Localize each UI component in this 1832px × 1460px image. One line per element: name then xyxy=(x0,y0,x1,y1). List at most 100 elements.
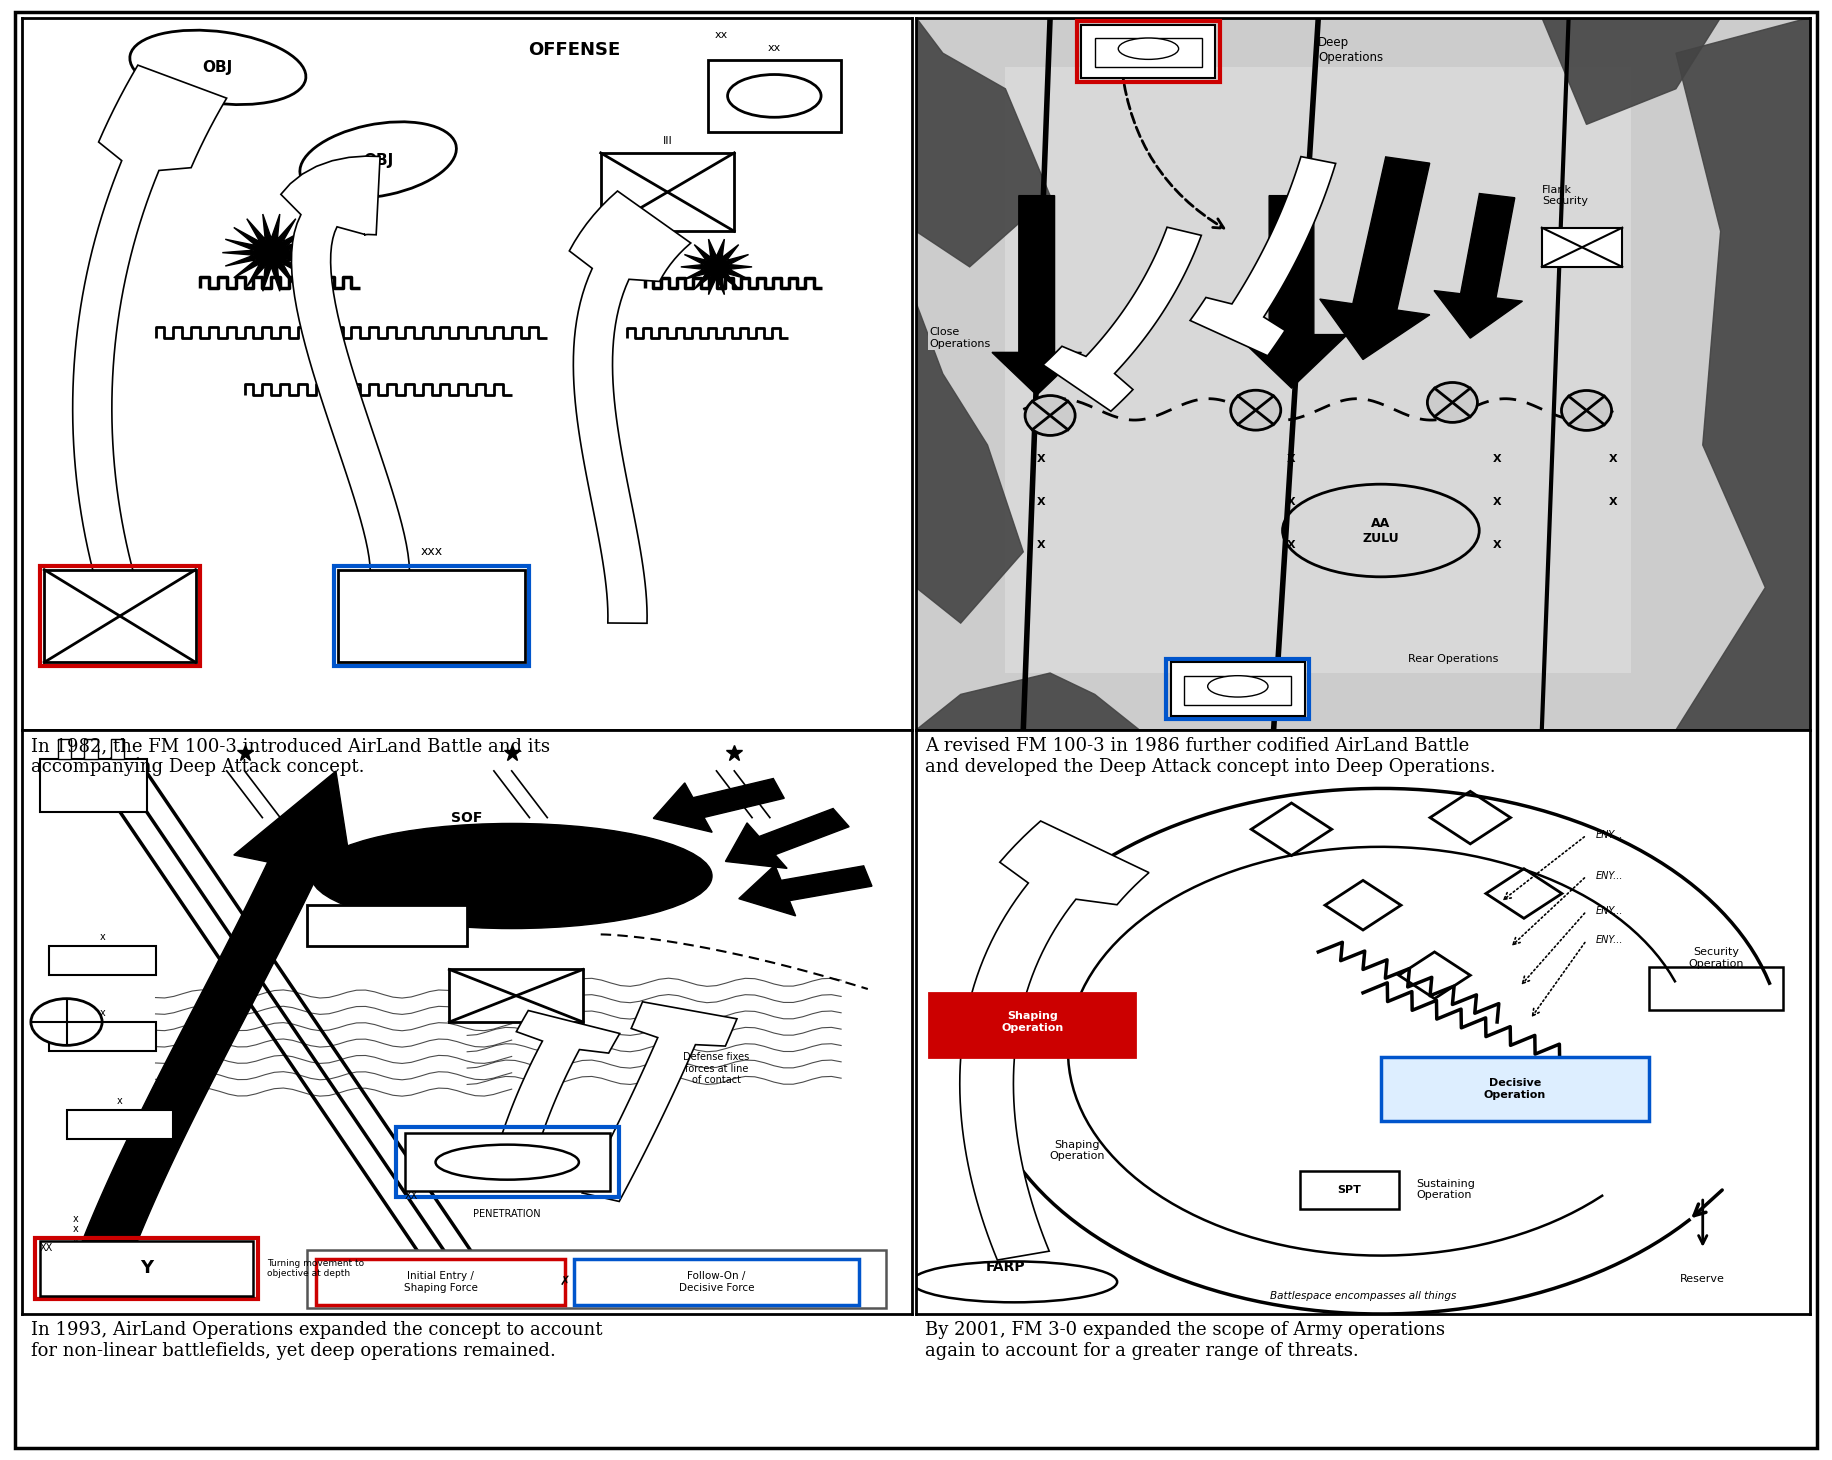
Bar xyxy=(40,566,200,666)
Polygon shape xyxy=(1235,196,1347,388)
Bar xyxy=(35,1238,258,1299)
Text: Close
Operations: Close Operations xyxy=(929,327,991,349)
Circle shape xyxy=(1427,383,1477,422)
Text: x: x xyxy=(99,933,104,942)
Bar xyxy=(1381,1057,1649,1121)
Text: X: X xyxy=(1493,496,1502,507)
Text: XX: XX xyxy=(379,889,394,899)
Bar xyxy=(66,1110,174,1139)
Text: A revised FM 100-3 in 1986 further codified AirLand Battle
and developed the Dee: A revised FM 100-3 in 1986 further codif… xyxy=(925,737,1495,777)
Bar xyxy=(339,569,526,663)
Polygon shape xyxy=(68,771,354,1289)
Text: ENY...: ENY... xyxy=(1596,872,1623,880)
Text: OBJ: OBJ xyxy=(363,152,394,168)
Bar xyxy=(308,1250,885,1308)
Bar xyxy=(1171,663,1304,715)
Text: Deep
Operations: Deep Operations xyxy=(1319,35,1383,64)
Polygon shape xyxy=(916,18,1050,267)
Text: X: X xyxy=(1493,540,1502,550)
Bar xyxy=(333,566,529,666)
Text: X: X xyxy=(1037,454,1046,464)
Circle shape xyxy=(1026,396,1075,435)
Bar xyxy=(1301,1171,1400,1209)
Bar xyxy=(573,1259,859,1305)
Text: In 1993, AirLand Operations expanded the concept to account
for non-linear battl: In 1993, AirLand Operations expanded the… xyxy=(31,1321,603,1361)
Ellipse shape xyxy=(1207,676,1268,696)
Text: x: x xyxy=(99,1009,104,1018)
Text: ENY...: ENY... xyxy=(1596,936,1623,945)
Text: x: x xyxy=(117,1096,123,1105)
Text: SPT: SPT xyxy=(1337,1184,1361,1194)
Bar xyxy=(1081,25,1215,77)
Bar xyxy=(40,1241,253,1296)
Bar xyxy=(84,739,97,759)
Text: xx: xx xyxy=(768,44,780,53)
Text: AA
ZULU: AA ZULU xyxy=(1363,517,1400,545)
Bar xyxy=(707,60,841,131)
Ellipse shape xyxy=(436,1145,579,1180)
Bar xyxy=(308,905,467,946)
Ellipse shape xyxy=(727,74,821,117)
Bar xyxy=(40,759,147,812)
Text: X: X xyxy=(1288,540,1295,550)
Text: OFFENSE: OFFENSE xyxy=(528,41,619,58)
Bar xyxy=(1649,967,1783,1010)
Text: xx: xx xyxy=(714,31,727,41)
Text: X: X xyxy=(1288,454,1295,464)
Polygon shape xyxy=(1434,194,1522,339)
Text: By 2001, FM 3-0 expanded the scope of Army operations
again to account for a gre: By 2001, FM 3-0 expanded the scope of Ar… xyxy=(925,1321,1445,1361)
Text: Shaping
Operation: Shaping Operation xyxy=(1000,1012,1063,1032)
Text: PENETRATION: PENETRATION xyxy=(473,1209,540,1219)
Text: FARP: FARP xyxy=(986,1260,1026,1275)
Bar xyxy=(929,993,1136,1057)
Bar xyxy=(315,1259,564,1305)
Ellipse shape xyxy=(1118,38,1178,60)
Polygon shape xyxy=(570,191,691,623)
Text: X: X xyxy=(1288,496,1295,507)
Polygon shape xyxy=(1676,18,1810,730)
Polygon shape xyxy=(654,778,784,832)
Text: Defense fixes
forces at line
of contact: Defense fixes forces at line of contact xyxy=(683,1053,749,1085)
Text: Reserve: Reserve xyxy=(1680,1275,1726,1283)
Polygon shape xyxy=(1543,18,1720,124)
Text: xxx: xxx xyxy=(421,546,443,558)
Text: Follow-On /
Decisive Force: Follow-On / Decisive Force xyxy=(678,1272,755,1292)
Bar xyxy=(396,1127,619,1197)
Polygon shape xyxy=(738,866,872,915)
Polygon shape xyxy=(991,196,1081,396)
Text: X: X xyxy=(1493,454,1502,464)
Text: ✗: ✗ xyxy=(561,1276,570,1288)
Text: Security
Operation: Security Operation xyxy=(1689,948,1744,968)
Text: Decisive
Operation: Decisive Operation xyxy=(1484,1079,1546,1099)
Text: III: III xyxy=(663,136,672,146)
Bar xyxy=(49,1022,156,1051)
Polygon shape xyxy=(493,1010,619,1171)
Bar xyxy=(1077,20,1220,82)
Text: Shaping
Operation: Shaping Operation xyxy=(1050,1140,1105,1161)
Text: SOF: SOF xyxy=(451,810,484,825)
Polygon shape xyxy=(1319,156,1429,359)
Text: Turning movement to
objective at depth: Turning movement to objective at depth xyxy=(267,1259,365,1278)
Bar xyxy=(112,739,125,759)
Polygon shape xyxy=(222,215,321,291)
Text: Y: Y xyxy=(139,1260,154,1278)
Text: Rear Operations: Rear Operations xyxy=(1407,654,1499,664)
Bar xyxy=(1167,658,1310,720)
Text: Sustaining
Operation: Sustaining Operation xyxy=(1416,1178,1475,1200)
Text: X: X xyxy=(1037,496,1046,507)
Text: ENY...: ENY... xyxy=(1596,831,1623,839)
Bar xyxy=(601,153,735,231)
Bar xyxy=(49,946,156,975)
Bar xyxy=(44,569,196,663)
Text: X: X xyxy=(1037,540,1046,550)
Bar xyxy=(1183,676,1292,705)
Text: In 1982, the FM 100-3 introduced AirLand Battle and its
accompanying Deep Attack: In 1982, the FM 100-3 introduced AirLand… xyxy=(31,737,550,777)
Circle shape xyxy=(1231,390,1281,431)
Bar xyxy=(57,739,71,759)
Text: Flank
Security: Flank Security xyxy=(1543,185,1588,206)
Polygon shape xyxy=(583,1002,736,1202)
Polygon shape xyxy=(280,156,410,618)
Circle shape xyxy=(31,999,103,1045)
Text: Initial Entry /
Shaping Force: Initial Entry / Shaping Force xyxy=(403,1272,478,1292)
Text: Battlespace encompasses all things: Battlespace encompasses all things xyxy=(1270,1292,1456,1301)
